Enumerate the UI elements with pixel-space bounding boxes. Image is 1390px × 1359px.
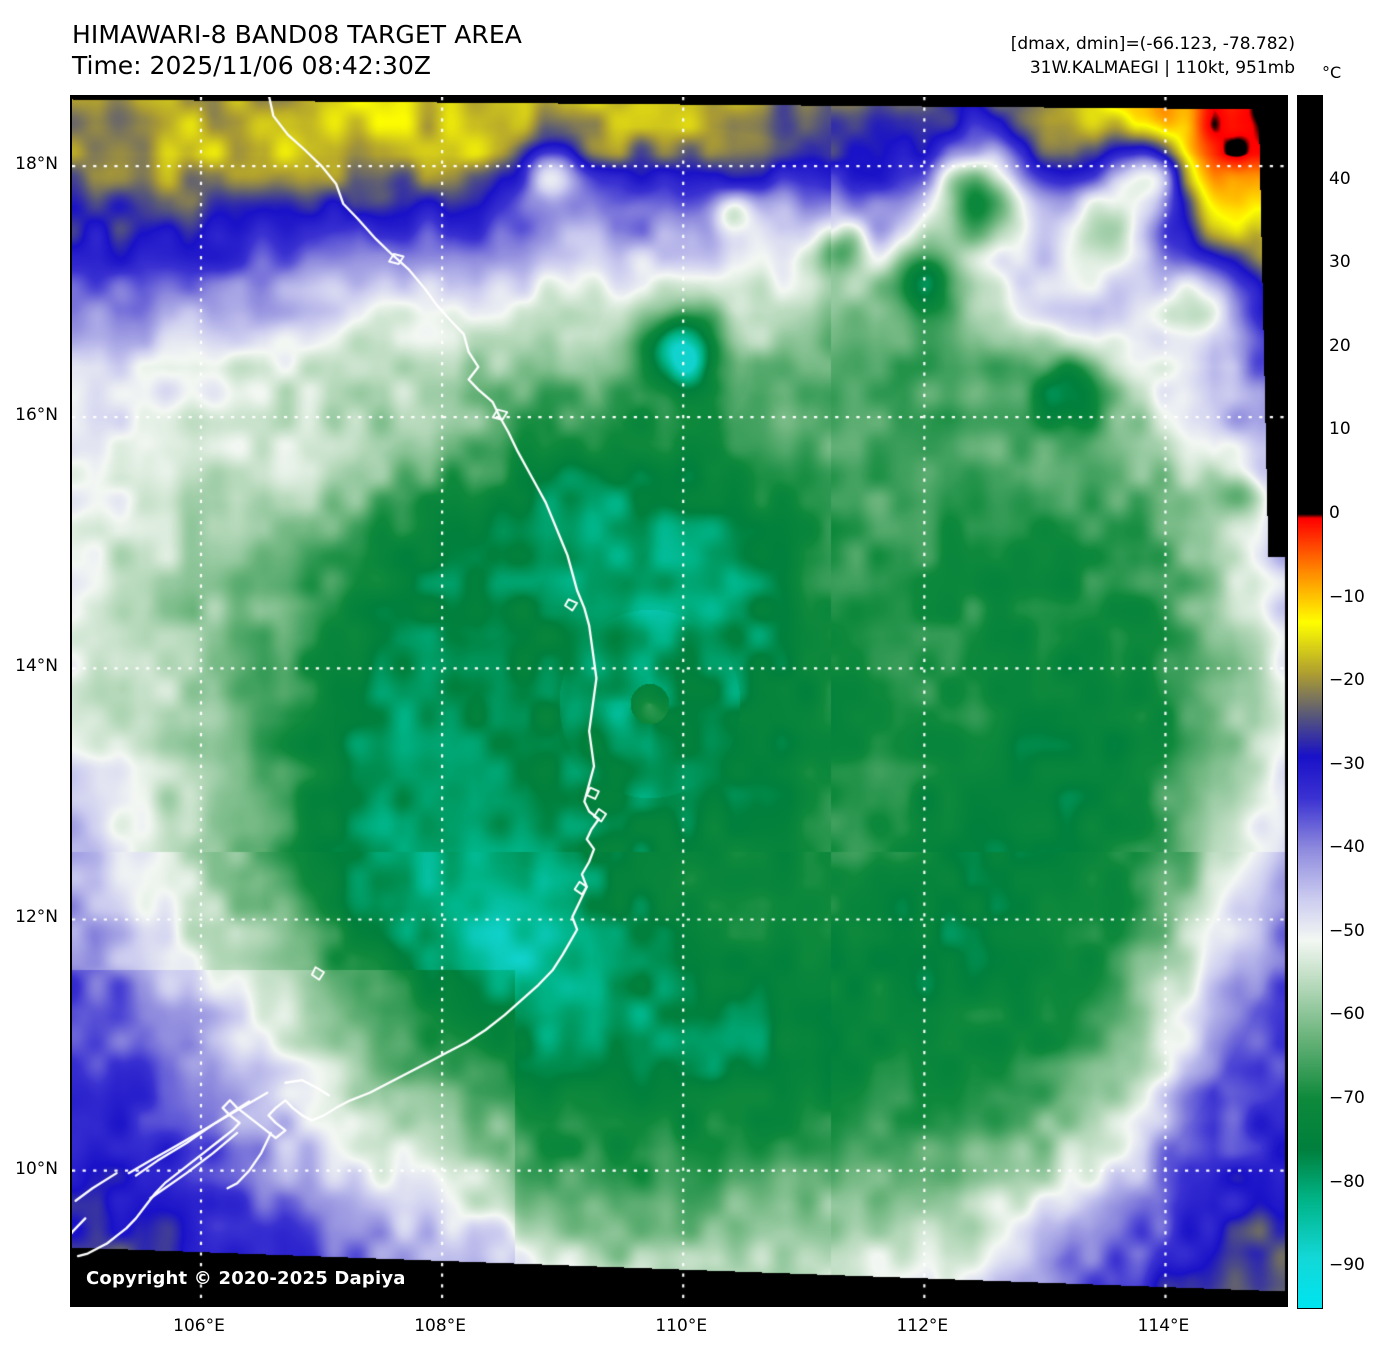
colorbar-tick-2: 20 bbox=[1329, 335, 1351, 356]
y-tick-4: 10°N bbox=[15, 1158, 58, 1179]
colorbar-tick-3: 10 bbox=[1329, 419, 1351, 440]
x-tick-3: 112°E bbox=[896, 1316, 949, 1336]
colorbar-tick-9: −50 bbox=[1329, 920, 1365, 941]
y-tick-0: 18°N bbox=[15, 154, 58, 175]
colorbar-tick-8: −40 bbox=[1329, 837, 1365, 858]
colorbar-tick-11: −70 bbox=[1329, 1088, 1365, 1109]
coastline-and-grid-overlay bbox=[72, 97, 1286, 1305]
colorbar-tick-5: −10 bbox=[1329, 586, 1365, 607]
copyright-label: Copyright © 2020-2025 Dapiya bbox=[86, 1268, 406, 1289]
colorbar-unit-label: °C bbox=[1322, 63, 1342, 82]
y-tick-2: 14°N bbox=[15, 656, 58, 677]
x-tick-2: 110°E bbox=[655, 1316, 708, 1336]
page-title: HIMAWARI-8 BAND08 TARGET AREA bbox=[72, 20, 522, 49]
colorbar-tick-7: −30 bbox=[1329, 753, 1365, 774]
colorbar-tick-13: −90 bbox=[1329, 1255, 1365, 1276]
colorbar-tick-12: −80 bbox=[1329, 1171, 1365, 1192]
colorbar-tick-0: 40 bbox=[1329, 168, 1351, 189]
x-tick-0: 106°E bbox=[173, 1316, 225, 1336]
colorbar-gradient bbox=[1297, 95, 1323, 1309]
colorbar[interactable] bbox=[1297, 95, 1323, 1309]
colorbar-tick-4: 0 bbox=[1329, 502, 1340, 523]
timestamp-label: Time: 2025/11/06 08:42:30Z bbox=[72, 51, 431, 80]
x-tick-4: 114°E bbox=[1137, 1316, 1190, 1336]
x-tick-1: 108°E bbox=[414, 1316, 466, 1336]
y-tick-3: 12°N bbox=[15, 907, 58, 928]
colorbar-tick-1: 30 bbox=[1329, 252, 1351, 273]
y-tick-1: 16°N bbox=[15, 405, 58, 426]
map-plot-area[interactable]: Copyright © 2020-2025 Dapiya bbox=[70, 95, 1288, 1307]
colorbar-tick-6: −20 bbox=[1329, 670, 1365, 691]
colorbar-tick-10: −60 bbox=[1329, 1004, 1365, 1025]
data-range-label: [dmax, dmin]=(-66.123, -78.782) bbox=[1010, 34, 1295, 54]
storm-info-label: 31W.KALMAEGI | 110kt, 951mb bbox=[1029, 58, 1295, 78]
